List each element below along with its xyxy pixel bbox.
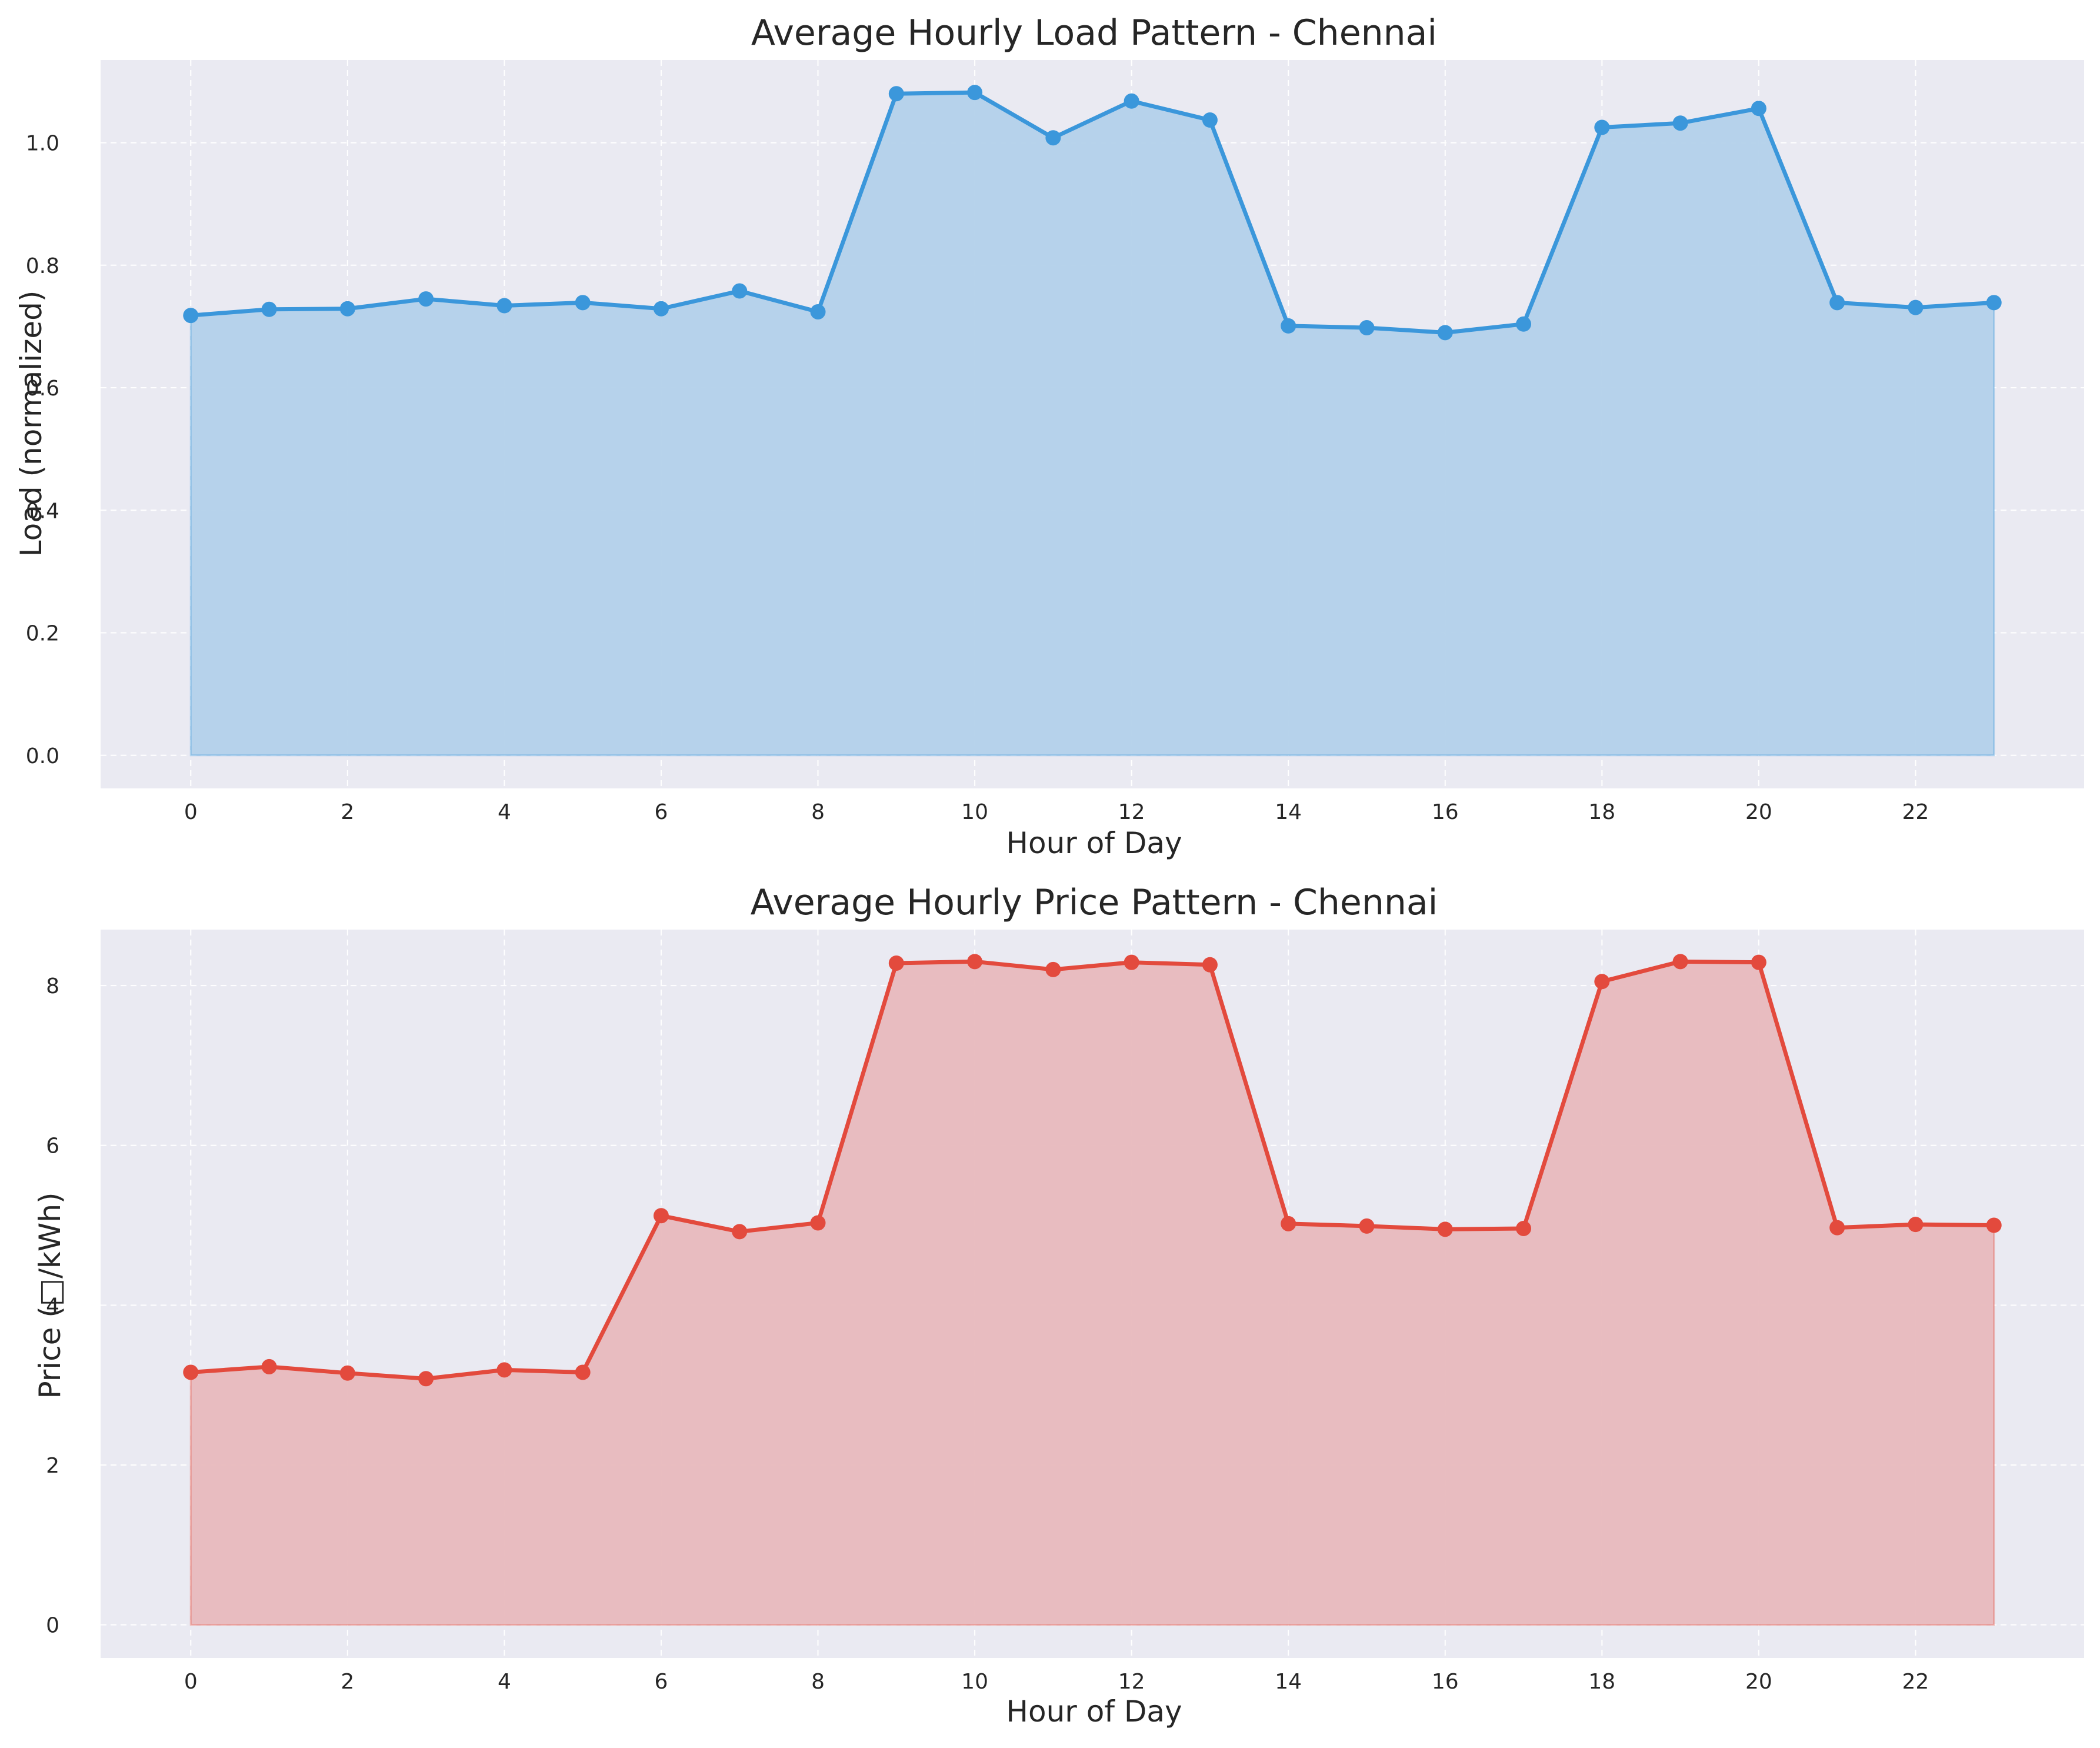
load-chart-y-axis-label: Load (normalized) (14, 291, 48, 557)
load-data-point (1751, 101, 1766, 116)
load-chart: 0 2 4 6 8 10 12 14 16 18 20 22 0.0 0.2 0.4 0.6 0.8 1.0 Ave… (14, 12, 2084, 860)
price-data-point (183, 1364, 199, 1380)
load-chart-title: Average Hourly Load Pattern - Chennai (751, 12, 1437, 54)
load-data-point (1437, 325, 1453, 341)
load-data-point (261, 301, 277, 317)
load-y-tick-label: 0.6 (26, 377, 59, 401)
price-chart-title: Average Hourly Price Pattern - Chennai (751, 882, 1438, 923)
price-y-tick-label: 6 (46, 1134, 59, 1158)
price-plot-area: 0 2 4 6 8 10 12 14 16 18 20 22 0 2 4 6 8 (46, 930, 2084, 1694)
load-data-point (1986, 295, 2002, 311)
load-x-tick-label: 12 (1118, 800, 1145, 824)
price-data-point (810, 1215, 826, 1231)
price-chart-x-axis-label: Hour of Day (1006, 1694, 1182, 1729)
price-data-point (1751, 954, 1766, 970)
load-x-tick-label: 8 (811, 800, 825, 824)
load-data-point (1124, 93, 1139, 109)
price-x-tick-label: 0 (184, 1670, 198, 1694)
price-x-tick-label: 14 (1275, 1670, 1302, 1694)
load-data-point (1359, 320, 1375, 336)
load-x-tick-label: 18 (1588, 800, 1615, 824)
load-data-point (653, 301, 669, 317)
price-x-tick-label: 6 (655, 1670, 668, 1694)
price-data-point (575, 1364, 591, 1380)
price-data-point (653, 1208, 669, 1224)
load-data-point (1594, 119, 1610, 135)
price-data-point (1908, 1217, 1924, 1233)
load-data-point (1202, 112, 1218, 128)
load-y-tick-label: 1.0 (26, 132, 59, 156)
load-x-tick-label: 22 (1902, 800, 1929, 824)
load-data-point (1045, 130, 1061, 146)
load-y-tick-label: 0.4 (26, 499, 59, 523)
price-data-point (1437, 1221, 1453, 1237)
price-series-line (191, 959, 1994, 1381)
load-data-point (339, 301, 355, 317)
load-plot-area: 0 2 4 6 8 10 12 14 16 18 20 22 0.0 0.2 0.4 0.6 0.8 1.0 (26, 60, 2084, 824)
load-data-point (496, 298, 512, 314)
price-y-tick-label: 0 (46, 1614, 59, 1638)
load-data-point (732, 283, 748, 299)
load-data-point (418, 291, 434, 307)
price-data-point (261, 1359, 277, 1374)
price-y-tick-label: 8 (46, 974, 59, 998)
price-chart: 0 2 4 6 8 10 12 14 16 18 20 22 0 2 4 6 8 Average Hourly P… (33, 882, 2084, 1729)
load-x-tick-label: 6 (655, 800, 668, 824)
price-x-tick-label: 8 (811, 1670, 825, 1694)
load-y-tick-label: 0.8 (26, 254, 59, 278)
load-data-point (967, 85, 983, 101)
price-data-point (888, 955, 904, 971)
load-x-tick-label: 20 (1745, 800, 1772, 824)
price-x-tick-label: 12 (1118, 1670, 1145, 1694)
load-data-point (183, 308, 199, 324)
load-x-tick-label: 14 (1275, 800, 1302, 824)
price-x-tick-label: 4 (498, 1670, 511, 1694)
load-data-point (1672, 115, 1688, 131)
load-y-tick-label: 0.2 (26, 622, 59, 646)
price-data-point (1672, 954, 1688, 970)
price-data-point (1829, 1220, 1845, 1236)
load-x-tick-label: 4 (498, 800, 511, 824)
load-x-tick-label: 0 (184, 800, 198, 824)
load-data-point (1516, 316, 1532, 332)
load-chart-x-axis-label: Hour of Day (1006, 826, 1182, 860)
price-data-point (1986, 1217, 2002, 1233)
load-data-point (810, 304, 826, 319)
price-data-point (1124, 954, 1139, 970)
price-x-tick-label: 22 (1902, 1670, 1929, 1694)
load-x-tick-label: 10 (961, 800, 988, 824)
load-x-tick-label: 2 (341, 800, 354, 824)
price-data-point (1516, 1220, 1532, 1236)
price-x-tick-label: 2 (341, 1670, 354, 1694)
price-data-point (732, 1224, 748, 1240)
load-series-line (191, 90, 1994, 335)
price-data-point (339, 1365, 355, 1381)
price-data-point (496, 1362, 512, 1378)
load-data-point (888, 86, 904, 102)
load-data-point (1829, 295, 1845, 311)
load-y-tick-label: 0.0 (26, 744, 59, 768)
price-data-point (1281, 1216, 1296, 1231)
price-chart-y-axis-label: Price (□/kWh) (33, 1192, 67, 1399)
price-y-tick-label: 4 (46, 1294, 59, 1318)
price-data-point (1202, 957, 1218, 973)
price-data-point (418, 1371, 434, 1387)
load-data-point (1908, 299, 1924, 315)
load-data-point (1281, 318, 1296, 334)
load-data-point (575, 295, 591, 311)
price-y-tick-label: 2 (46, 1454, 59, 1478)
price-data-point (1045, 961, 1061, 977)
price-x-tick-label: 16 (1432, 1670, 1459, 1694)
price-x-tick-label: 20 (1745, 1670, 1772, 1694)
price-data-point (1359, 1218, 1375, 1234)
load-x-tick-label: 16 (1432, 800, 1459, 824)
price-data-point (967, 954, 983, 970)
price-data-point (1594, 974, 1610, 990)
price-x-tick-label: 18 (1588, 1670, 1615, 1694)
price-x-tick-label: 10 (961, 1670, 988, 1694)
